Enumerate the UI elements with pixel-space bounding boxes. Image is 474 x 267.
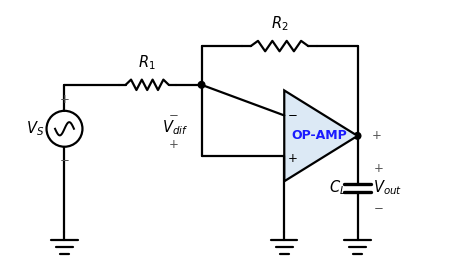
Text: $V_S$: $V_S$ [26, 119, 44, 138]
Text: $-$: $-$ [168, 107, 179, 120]
Circle shape [354, 132, 361, 139]
Text: $-$: $-$ [287, 107, 298, 120]
Text: $C_L$: $C_L$ [329, 179, 346, 197]
Text: $-$: $-$ [59, 152, 69, 164]
Text: $+$: $+$ [59, 93, 69, 106]
Text: $+$: $+$ [287, 152, 298, 165]
Text: $R_2$: $R_2$ [271, 14, 288, 33]
Text: $+$: $+$ [373, 162, 383, 175]
Text: $R_1$: $R_1$ [138, 53, 156, 72]
Text: $V_{out}$: $V_{out}$ [373, 179, 402, 197]
Text: $-$: $-$ [373, 200, 383, 213]
Text: $V_{dif}$: $V_{dif}$ [163, 118, 189, 137]
Circle shape [198, 81, 205, 88]
Text: $+$: $+$ [371, 129, 382, 142]
Text: $+$: $+$ [168, 138, 179, 151]
Polygon shape [284, 91, 357, 181]
Text: OP-AMP: OP-AMP [292, 129, 347, 142]
